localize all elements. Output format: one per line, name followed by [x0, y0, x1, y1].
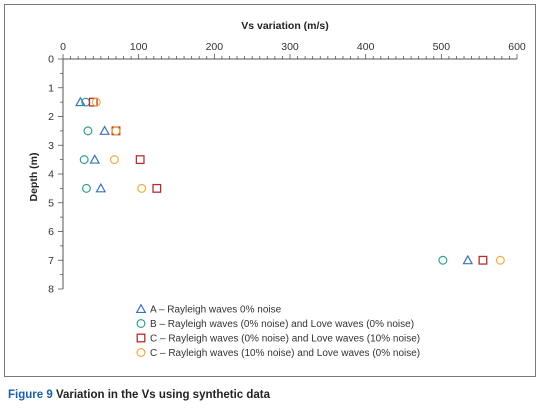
x-tick-label: 400	[357, 41, 375, 53]
y-tick-label: 4	[48, 169, 54, 181]
data-point-series-1	[462, 254, 474, 265]
legend-marker-2	[136, 319, 146, 329]
legend-label-4: C – Rayleigh waves (10% noise) and Love …	[150, 348, 420, 359]
x-tick-label: 100	[130, 41, 148, 53]
data-point-series-2	[81, 183, 91, 193]
figure-frame: Vs variation (m/s) Depth (m) 0 100 200 300 4…	[4, 4, 536, 377]
legend-label-3: C – Rayleigh waves (0% noise) and Love w…	[150, 334, 420, 345]
legend-label-1: A – Rayleigh waves 0% noise	[150, 305, 282, 316]
data-point-series-1	[95, 182, 107, 193]
x-tick-label: 600	[508, 41, 526, 53]
axes: 0 100 200 300 400 500 600 0 1 2 3 4 5 6 7 8	[48, 41, 526, 296]
y-tick-label: 2	[48, 111, 54, 123]
data-point-series-3	[152, 183, 162, 193]
data-point-series-4	[91, 97, 101, 107]
data-point-series-2	[83, 126, 93, 136]
x-tick-label: 500	[433, 41, 451, 53]
y-tick-label: 3	[48, 140, 54, 152]
caption-label: Figure 9	[8, 389, 53, 401]
data-point-series-2	[438, 255, 448, 265]
legend: A – Rayleigh waves 0% noise B – Rayleigh …	[135, 303, 420, 359]
y-tick-label: 1	[48, 82, 54, 94]
data-point-series-1	[99, 125, 110, 135]
data-point-series-3	[135, 155, 145, 165]
y-tick-label: 7	[48, 255, 54, 267]
legend-marker-3	[136, 333, 146, 343]
data-point-series-4	[495, 255, 505, 265]
figure-caption: Figure 9 Variation in the Vs using synth…	[8, 389, 270, 401]
data-point-series-2	[79, 155, 89, 165]
chart-title: Vs variation (m/s)	[241, 20, 329, 32]
caption-text: Variation in the Vs using synthetic data	[55, 389, 271, 401]
x-tick-label: 0	[60, 41, 66, 53]
data-point-series-1	[89, 154, 101, 164]
legend-label-2: B – Rayleigh waves (0% noise) and Love w…	[150, 319, 414, 330]
legend-marker-4	[136, 348, 146, 358]
data-points	[75, 96, 505, 265]
data-point-series-3	[478, 255, 488, 265]
y-tick-label: 8	[48, 284, 54, 296]
data-point-series-3	[88, 97, 98, 107]
data-point-series-1	[75, 96, 86, 107]
data-point-series-4	[111, 126, 121, 136]
data-point-series-4	[137, 183, 147, 193]
y-axis-label: Depth (m)	[28, 153, 40, 202]
scatter-chart: Vs variation (m/s) Depth (m) 0 100 200 300 4…	[28, 20, 526, 359]
x-tick-label: 200	[206, 41, 224, 53]
y-tick-label: 6	[48, 226, 54, 238]
data-point-series-4	[109, 155, 119, 165]
y-tick-label: 5	[48, 197, 54, 209]
y-tick-label: 0	[48, 54, 54, 66]
legend-marker-1	[135, 303, 147, 314]
x-tick-label: 300	[281, 41, 299, 53]
